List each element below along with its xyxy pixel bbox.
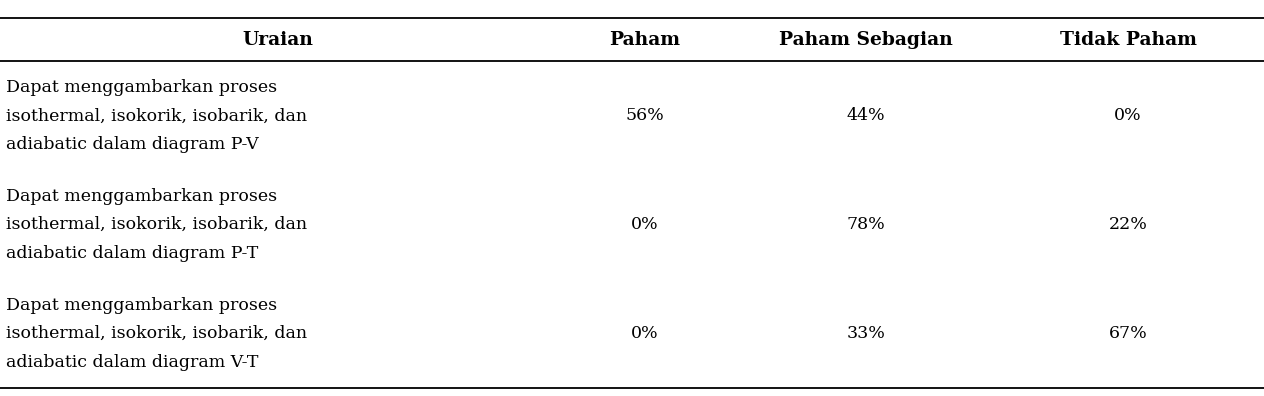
Text: Paham Sebagian: Paham Sebagian — [779, 30, 953, 49]
Text: adiabatic dalam diagram V-T: adiabatic dalam diagram V-T — [6, 354, 259, 371]
Text: Dapat menggambarkan proses: Dapat menggambarkan proses — [6, 297, 277, 314]
Text: Dapat menggambarkan proses: Dapat menggambarkan proses — [6, 188, 277, 205]
Text: 56%: 56% — [626, 107, 664, 124]
Text: 0%: 0% — [1115, 107, 1141, 124]
Text: 44%: 44% — [847, 107, 885, 124]
Text: isothermal, isokorik, isobarik, dan: isothermal, isokorik, isobarik, dan — [6, 325, 307, 342]
Text: 33%: 33% — [847, 325, 885, 342]
Text: isothermal, isokorik, isobarik, dan: isothermal, isokorik, isobarik, dan — [6, 216, 307, 233]
Text: adiabatic dalam diagram P-V: adiabatic dalam diagram P-V — [6, 136, 259, 153]
Text: 78%: 78% — [847, 216, 885, 233]
Text: 0%: 0% — [631, 216, 659, 233]
Text: isothermal, isokorik, isobarik, dan: isothermal, isokorik, isobarik, dan — [6, 107, 307, 124]
Text: 67%: 67% — [1109, 325, 1148, 342]
Text: Paham: Paham — [609, 30, 680, 49]
Text: adiabatic dalam diagram P-T: adiabatic dalam diagram P-T — [6, 245, 259, 262]
Text: Tidak Paham: Tidak Paham — [1059, 30, 1197, 49]
Text: 22%: 22% — [1109, 216, 1148, 233]
Text: 0%: 0% — [631, 325, 659, 342]
Text: Dapat menggambarkan proses: Dapat menggambarkan proses — [6, 79, 277, 96]
Text: Uraian: Uraian — [243, 30, 313, 49]
